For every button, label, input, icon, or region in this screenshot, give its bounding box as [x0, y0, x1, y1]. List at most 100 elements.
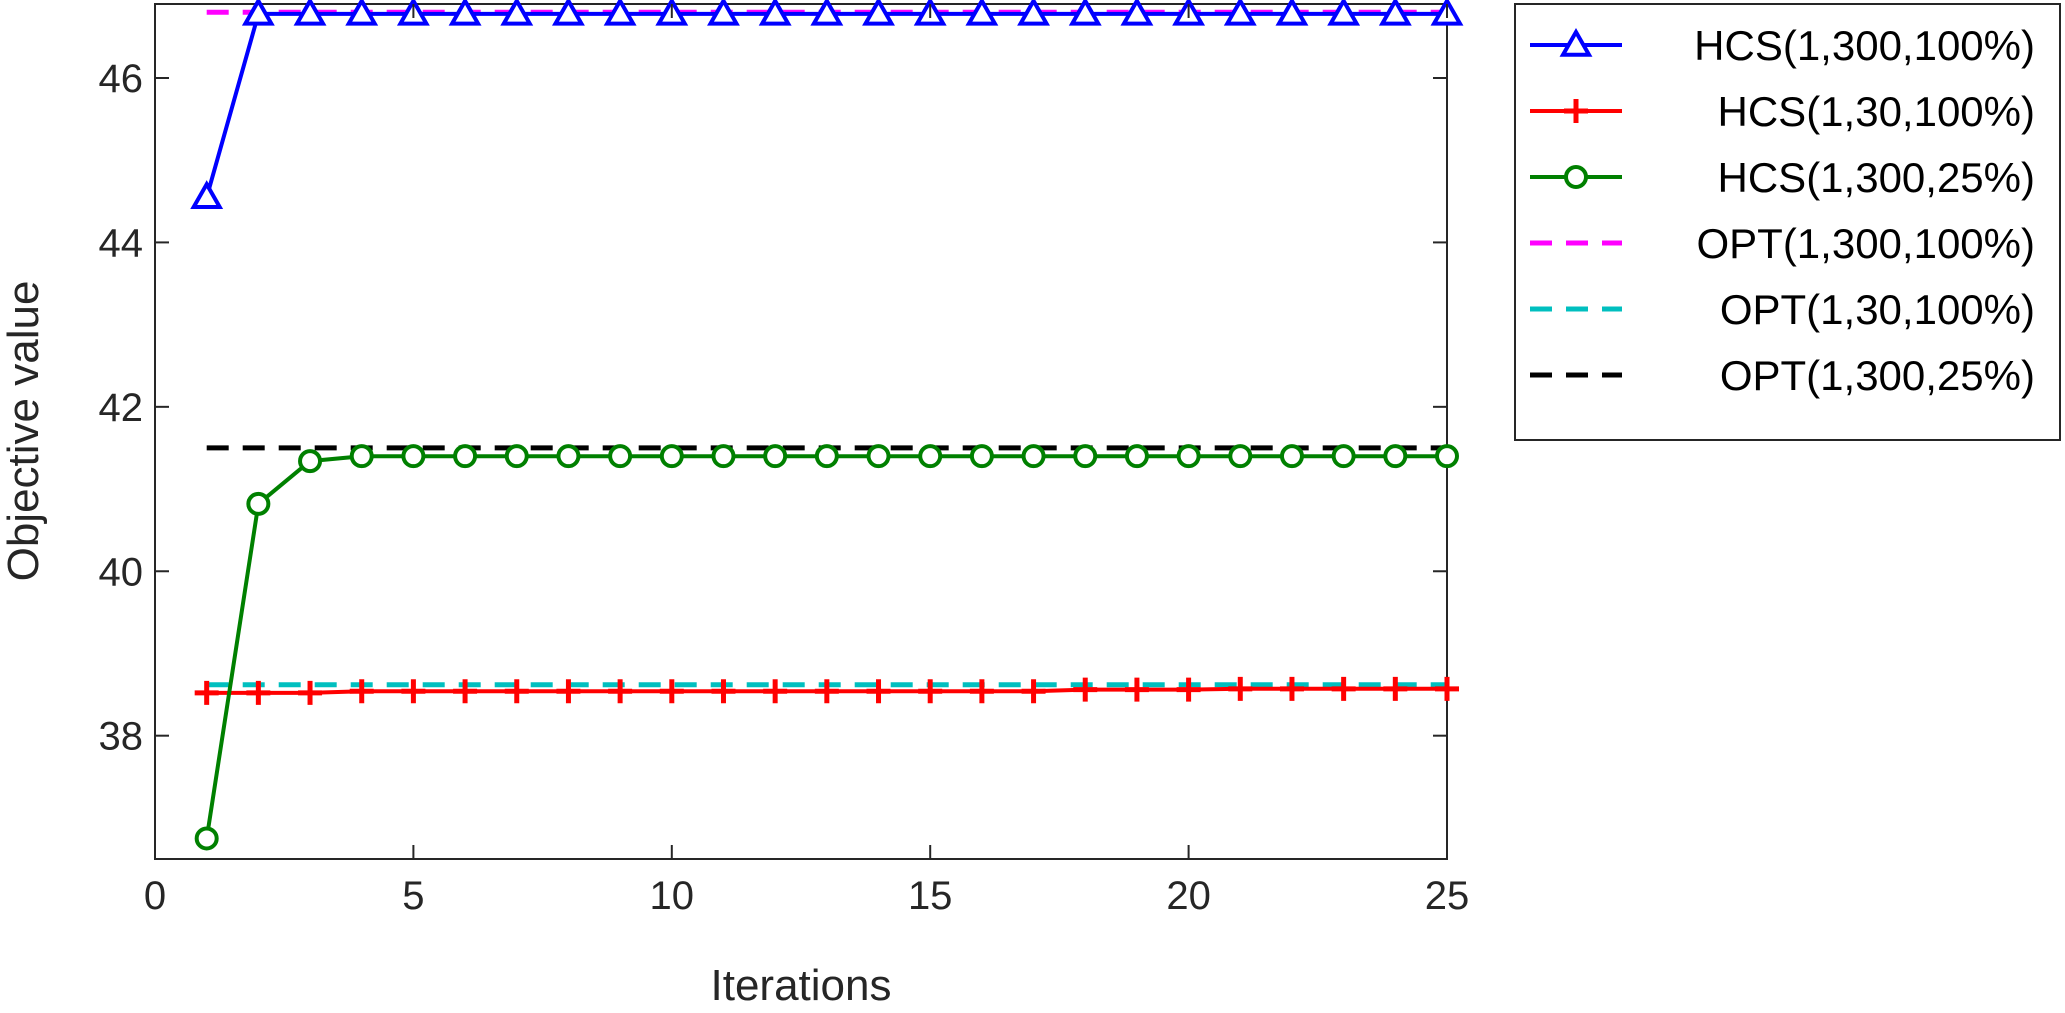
legend-marker: [1564, 165, 1588, 189]
legend-items: HCS(1,300,100%) HCS(1,30,100%) HCS(1,300,2…: [1530, 22, 2035, 399]
data-point: [918, 679, 943, 704]
data-point: [241, 0, 275, 26]
data-point: [1378, 0, 1412, 26]
y-tick-label: 38: [99, 715, 144, 759]
legend-frame: [1514, 3, 2061, 441]
data-point: [763, 444, 788, 469]
x-tick-label: 15: [908, 874, 953, 918]
legend-label: OPT(1,30,100%): [1720, 286, 2035, 333]
plot-frame: [154, 3, 1448, 860]
data-point: [1383, 676, 1408, 701]
data-point: [194, 826, 219, 851]
legend-label: HCS(1,300,100%): [1694, 22, 2035, 69]
data-point: [918, 444, 943, 469]
data-point: [453, 444, 478, 469]
legend-label: OPT(1,300,100%): [1696, 220, 2035, 267]
data-point: [711, 444, 736, 469]
data-point: [1124, 677, 1149, 702]
x-tick-label: 5: [402, 874, 424, 918]
data-point: [1275, 0, 1309, 26]
legend-label: OPT(1,300,25%): [1720, 352, 2035, 399]
data-point: [556, 444, 581, 469]
data-point: [345, 0, 379, 26]
data-point: [246, 680, 271, 705]
data-point: [1223, 0, 1257, 26]
y-tick-label: 44: [99, 221, 144, 265]
data-point: [349, 444, 374, 469]
plot-area: 0 5 10 15 20 25 38 40 42 44 46: [99, 0, 1470, 918]
y-tick-label: 42: [99, 386, 144, 430]
data-point: [810, 0, 844, 26]
data-point: [1073, 677, 1098, 702]
series-3: [194, 444, 1459, 851]
data-point: [298, 449, 323, 474]
legend-entry: OPT(1,300,100%): [1530, 220, 2035, 267]
legend-entry: HCS(1,300,100%): [1530, 22, 2035, 69]
data-point: [814, 679, 839, 704]
data-point: [1279, 444, 1304, 469]
data-point: [1021, 444, 1046, 469]
data-point: [758, 0, 792, 26]
series-layer: [190, 0, 1464, 851]
data-point: [1017, 0, 1051, 26]
data-point: [866, 679, 891, 704]
y-tick-label: 40: [99, 550, 144, 594]
data-point: [194, 680, 219, 705]
legend-marker: [1564, 99, 1588, 123]
data-point: [1228, 676, 1253, 701]
data-point: [551, 0, 585, 26]
data-point: [1068, 0, 1102, 26]
legend-label: HCS(1,300,25%): [1718, 154, 2035, 201]
legend-marker: [1559, 27, 1593, 57]
data-point: [965, 0, 999, 26]
data-point: [1331, 676, 1356, 701]
x-tick-label: 10: [650, 874, 695, 918]
data-point: [862, 0, 895, 26]
data-point: [763, 679, 788, 704]
x-tick-label: 20: [1166, 874, 1211, 918]
data-point: [1073, 444, 1098, 469]
x-tick-label: 0: [144, 874, 166, 918]
data-point: [453, 679, 478, 704]
data-point: [298, 680, 323, 705]
y-axis-label: Objective value: [0, 281, 48, 582]
series-2: [194, 676, 1459, 705]
data-point: [969, 444, 994, 469]
data-point: [448, 0, 482, 26]
data-point: [1435, 444, 1459, 469]
legend-entry: HCS(1,300,25%): [1530, 154, 2035, 201]
legend-entry: OPT(1,300,25%): [1530, 352, 2035, 399]
data-point: [1279, 676, 1304, 701]
data-point: [1124, 444, 1149, 469]
data-point: [659, 444, 684, 469]
data-point: [1228, 444, 1253, 469]
ticks-layer: 0 5 10 15 20 25 38 40 42 44 46: [99, 4, 1470, 918]
data-point: [1435, 676, 1459, 701]
data-point: [603, 0, 637, 26]
data-point: [1021, 679, 1046, 704]
data-point: [504, 444, 529, 469]
data-point: [711, 679, 736, 704]
data-point: [246, 491, 271, 516]
data-point: [659, 679, 684, 704]
data-point: [1120, 0, 1154, 26]
legend-label: HCS(1,30,100%): [1718, 88, 2035, 135]
legend-entry: OPT(1,30,100%): [1530, 286, 2035, 333]
data-point: [1383, 444, 1408, 469]
data-point: [500, 0, 534, 26]
data-point: [190, 180, 224, 209]
data-point: [707, 0, 740, 26]
data-point: [556, 679, 581, 704]
data-point: [1327, 0, 1361, 26]
data-point: [608, 679, 633, 704]
data-point: [1176, 677, 1201, 702]
data-point: [401, 444, 426, 469]
x-tick-label: 25: [1425, 874, 1470, 918]
x-axis-label: Iterations: [711, 961, 892, 1010]
data-point: [608, 444, 633, 469]
data-point: [293, 0, 327, 26]
legend-entry: HCS(1,30,100%): [1530, 88, 2035, 135]
legend: HCS(1,300,100%) HCS(1,30,100%) HCS(1,300,2…: [1514, 3, 2061, 441]
data-point: [814, 444, 839, 469]
